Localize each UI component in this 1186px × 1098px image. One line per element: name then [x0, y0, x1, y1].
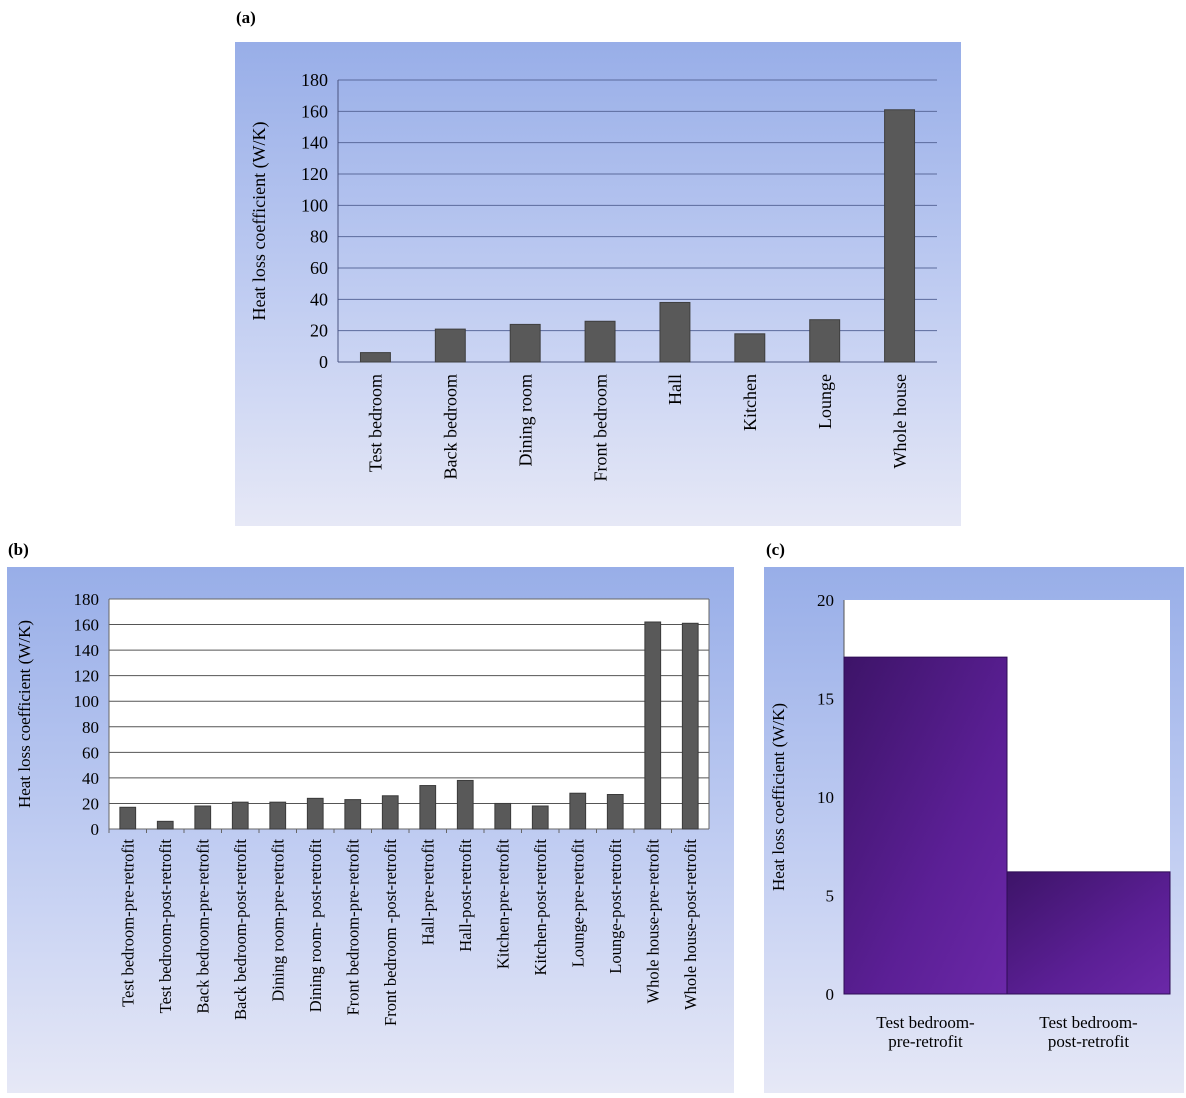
- x-tick-label: Dining room- post-retrofit: [306, 839, 325, 1013]
- chart-a: 0 20 40 60 80 100 120 140 160 180 Test bedroom Back…: [235, 42, 961, 526]
- x-tick-label: Lounge: [815, 374, 835, 429]
- x-tick-label: Hall-pre-retrofit: [419, 839, 438, 946]
- bar-1: [1006, 871, 1171, 995]
- bar-13: [606, 794, 624, 830]
- y-tick-label: 60: [82, 743, 99, 762]
- x-tick-label: Dining room: [515, 374, 535, 467]
- x-tick-label: Whole house-pre-retrofit: [644, 839, 663, 1004]
- y-tick-label: 180: [301, 70, 328, 90]
- bar-10: [494, 802, 512, 830]
- bar-2: [194, 805, 212, 830]
- panel-c-label: (c): [766, 540, 785, 559]
- bar-3: [584, 320, 616, 363]
- bar-8: [419, 785, 437, 830]
- y-tick-label: 180: [74, 590, 100, 609]
- bar-5: [734, 333, 766, 363]
- x-tick-label: Test bedroom: [366, 374, 386, 472]
- bar-4: [269, 801, 287, 830]
- y-tick-label: 140: [301, 133, 328, 153]
- bar-0: [843, 656, 1008, 995]
- bar-3: [231, 801, 249, 830]
- panel-a-label: (a): [236, 8, 256, 27]
- y-tick-label: 0: [91, 820, 100, 839]
- y-tick-label: 80: [82, 718, 99, 737]
- x-tick-label: Kitchen-pre-retrofit: [494, 839, 513, 970]
- y-tick-label: 20: [82, 794, 99, 813]
- bar-4: [659, 301, 691, 363]
- bar-0: [119, 806, 137, 830]
- y-axis-label: Heat loss coefficient (W/K): [769, 703, 788, 891]
- x-tick-label: Whole house-post-retrofit: [681, 839, 700, 1010]
- x-tick-label: Hall: [665, 374, 685, 405]
- bar-7: [381, 795, 399, 830]
- x-tick-label: Front bedroom -post-retrofit: [381, 839, 400, 1026]
- y-tick-label: 120: [74, 667, 100, 686]
- y-tick-label: 40: [310, 289, 328, 309]
- y-tick-label: 60: [310, 258, 328, 278]
- y-tick-label: 0: [826, 985, 835, 1004]
- x-tick-label: Back bedroom-pre-retrofit: [194, 839, 213, 1014]
- bar-12: [569, 792, 587, 830]
- y-tick-label: 20: [310, 321, 328, 341]
- bar-1: [434, 328, 466, 363]
- y-tick-label: 10: [817, 788, 834, 807]
- y-tick-label: 160: [74, 616, 100, 635]
- y-tick-label: 20: [817, 591, 834, 610]
- y-tick-label: 80: [310, 227, 328, 247]
- y-tick-label: 120: [301, 164, 328, 184]
- x-tick-label: Lounge-post-retrofit: [606, 839, 625, 974]
- x-tick-label: Lounge-pre-retrofit: [569, 839, 588, 968]
- bar-6: [809, 319, 841, 363]
- bar-14: [644, 621, 662, 830]
- y-tick-label: 0: [319, 352, 328, 372]
- x-tick-label: Test bedroom-: [876, 1013, 975, 1032]
- x-tick-label: Kitchen: [740, 374, 760, 431]
- y-tick-label: 15: [817, 690, 834, 709]
- x-tick-label: Front bedroom-pre-retrofit: [344, 839, 363, 1016]
- bar-7: [884, 109, 916, 363]
- bar-9: [456, 779, 474, 830]
- x-tick-label: Test bedroom-: [1039, 1013, 1138, 1032]
- chart-b: 0 20 40 60 80 100 120 140 160 180 Test bedroom-pre…: [7, 567, 734, 1093]
- y-tick-label: 40: [82, 769, 99, 788]
- bar-11: [531, 805, 549, 830]
- bar-1: [156, 820, 174, 830]
- x-tick-label: Dining room-pre-retrofit: [269, 839, 288, 1002]
- plot-area: [109, 599, 709, 829]
- bar-0: [359, 352, 391, 363]
- x-tick-label: Front bedroom: [590, 374, 610, 482]
- x-tick-label: Kitchen-post-retrofit: [531, 839, 550, 976]
- bar-5: [306, 797, 324, 830]
- x-tick-label: Whole house: [890, 374, 910, 468]
- bar-2: [509, 323, 541, 363]
- y-tick-label: 100: [301, 195, 328, 215]
- x-tick-label: Back bedroom: [441, 374, 461, 479]
- x-tick-label: Hall-post-retrofit: [456, 839, 475, 952]
- chart-background: [235, 42, 961, 526]
- bar-6: [344, 799, 362, 830]
- y-tick-label: 100: [74, 692, 100, 711]
- y-axis-label: Heat loss coefficient (W/K): [15, 620, 34, 808]
- x-tick-label: Test bedroom-post-retrofit: [156, 839, 175, 1014]
- y-axis-label: Heat loss coefficient (W/K): [249, 121, 270, 320]
- panel-b-label: (b): [8, 540, 29, 559]
- bar-15: [681, 622, 699, 830]
- x-tick-label: post-retrofit: [1048, 1032, 1129, 1051]
- y-tick-label: 140: [74, 641, 100, 660]
- y-tick-label: 160: [301, 101, 328, 121]
- x-tick-label: Test bedroom-pre-retrofit: [119, 839, 138, 1007]
- y-tick-label: 5: [826, 887, 835, 906]
- x-tick-label: pre-retrofit: [888, 1032, 963, 1051]
- x-tick-label: Back bedroom-post-retrofit: [231, 839, 250, 1020]
